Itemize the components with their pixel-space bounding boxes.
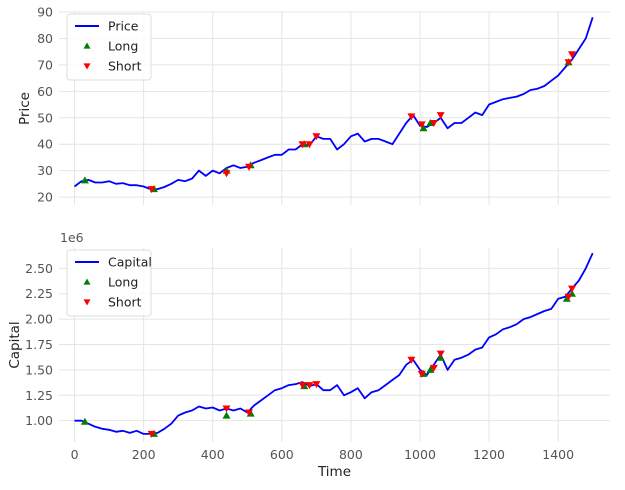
capital-y-tick-label: 2.25	[25, 286, 53, 301]
capital-short-marker	[436, 350, 445, 358]
capital-short-marker	[222, 405, 231, 413]
price-short-marker	[222, 170, 231, 178]
capital-x-tick-label: 800	[339, 447, 363, 462]
price-short-marker	[298, 141, 307, 149]
capital-x-tick-label: 1400	[542, 447, 574, 462]
price-legend-label: Long	[108, 39, 138, 54]
price-long-marker	[80, 176, 89, 184]
price-series-line	[73, 17, 594, 191]
capital-y-axis-label: Capital	[7, 321, 23, 368]
price-y-tick-label: 70	[37, 57, 53, 72]
capital-short-marker	[298, 382, 307, 390]
price-short-marker	[305, 141, 314, 149]
capital-y-tick-label: 1.25	[25, 388, 53, 403]
price-chart: 20 30 40 50 60 70 80 90 Price Price Long Short	[17, 5, 610, 205]
price-y-tick-label: 30	[37, 163, 53, 178]
price-legend-long-swatch	[83, 42, 91, 49]
capital-short-marker	[305, 382, 314, 390]
capital-x-tick-label: 400	[201, 447, 225, 462]
capital-y-tick-label: 1.50	[25, 362, 53, 377]
price-y-tick-label: 40	[37, 137, 53, 152]
capital-short-marker	[564, 293, 573, 301]
capital-y-tick-label: 1.75	[25, 337, 53, 352]
price-legend: Price Long Short	[66, 13, 152, 81]
capital-short-marker	[245, 409, 253, 417]
capital-long-marker	[222, 411, 231, 419]
price-short-marker	[564, 59, 573, 67]
capital-y-tick-label: 1.00	[25, 413, 53, 428]
capital-short-marker	[429, 364, 438, 372]
capital-short-marker	[312, 381, 321, 389]
price-y-axis-label: Price	[17, 92, 33, 125]
price-short-marker	[147, 186, 156, 194]
capital-legend-label: Capital	[108, 255, 152, 270]
capital-x-tick-label: 1200	[473, 447, 505, 462]
price-short-marker	[429, 120, 438, 127]
capital-long-marker	[80, 417, 89, 425]
capital-long-marker	[426, 365, 435, 373]
capital-x-tick-label: 600	[270, 447, 294, 462]
capital-short-marker	[417, 370, 426, 378]
capital-y-tick-label: 2.00	[25, 312, 53, 327]
capital-series-line	[74, 252, 594, 435]
price-short-marker	[245, 163, 253, 171]
capital-y-tick-label: 2.50	[25, 261, 53, 276]
capital-legend-label: Short	[108, 295, 142, 310]
price-y-tick-label: 80	[37, 31, 53, 46]
capital-chart: 1.00 1.25 1.50 1.75 2.00 2.25 2.50 0 200 400 600 80…	[7, 230, 610, 480]
price-y-tick-label: 50	[37, 110, 53, 125]
capital-legend-long-swatch	[83, 278, 91, 285]
capital-x-tick-label: 1000	[404, 447, 436, 462]
price-legend-label: Price	[108, 19, 139, 34]
price-legend-label: Short	[108, 59, 142, 74]
capital-x-axis-label: Time	[317, 464, 351, 480]
price-short-marker	[436, 112, 445, 120]
capital-short-marker	[147, 430, 156, 438]
price-short-marker	[417, 121, 426, 129]
capital-x-tick-label: 0	[71, 447, 79, 462]
capital-offset-text: 1e6	[60, 230, 84, 245]
price-y-tick-label: 60	[37, 84, 53, 99]
capital-short-marker	[407, 356, 416, 364]
capital-short-marker	[568, 285, 576, 293]
price-short-marker	[312, 133, 321, 141]
price-long-marker	[419, 124, 428, 132]
capital-x-tick-label: 200	[132, 447, 156, 462]
price-y-tick-label: 20	[37, 190, 53, 205]
price-short-marker	[568, 51, 576, 59]
capital-legend-short-swatch	[83, 299, 91, 306]
price-short-marker	[407, 113, 416, 121]
price-legend-short-swatch	[83, 63, 91, 70]
capital-legend: Capital Long Short	[66, 249, 152, 317]
capital-legend-label: Long	[108, 275, 138, 290]
price-y-tick-label: 90	[37, 5, 53, 20]
